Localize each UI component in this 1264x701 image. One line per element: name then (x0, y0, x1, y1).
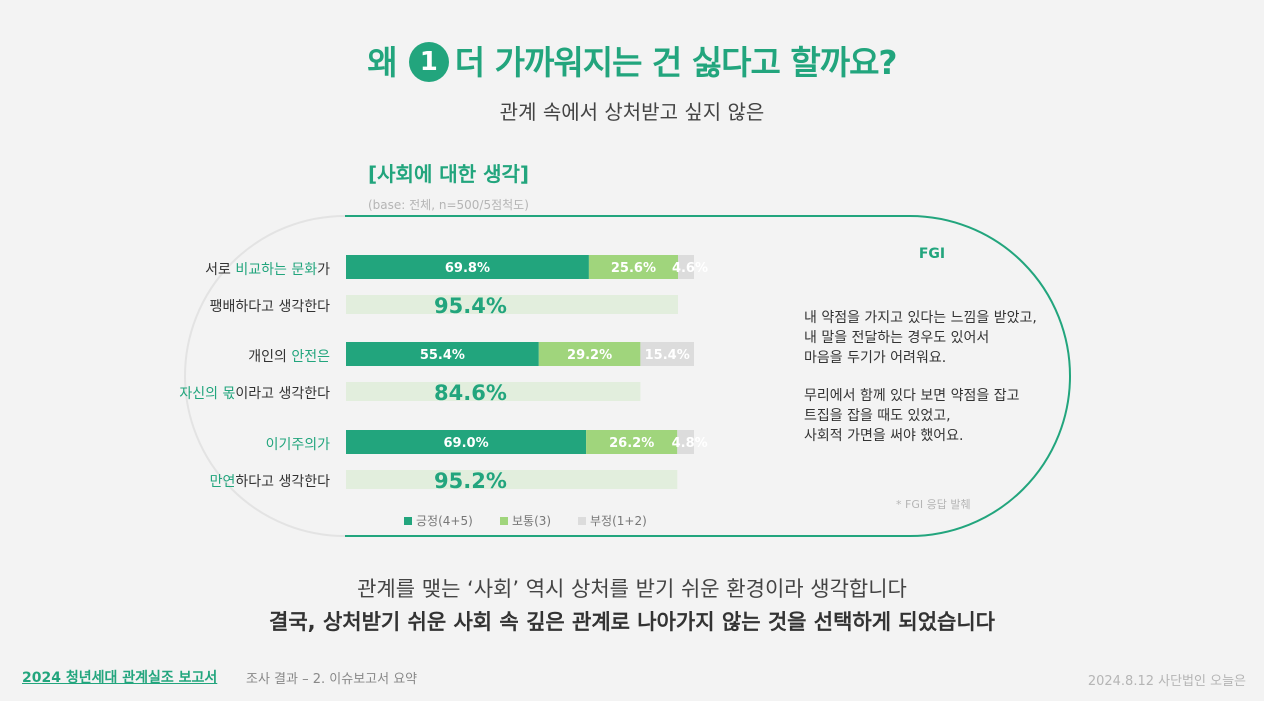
title-number-badge: 1 (408, 42, 449, 82)
row-label-segment: 이라고 생각한다 (235, 386, 330, 402)
row-label-segment: 하다고 생각한다 (235, 474, 330, 490)
bar-1-series-2 (588, 255, 678, 279)
row-label-1-line-1: 서로 비교하는 문화가 (0, 259, 330, 279)
row-label-segment: 개인의 (248, 349, 292, 365)
row-label-1-line-2: 팽배하다고 생각한다 (0, 296, 330, 316)
total-bar-2 (346, 382, 641, 401)
footer-report-title[interactable]: 2024 청년세대 관계실조 보고서 (22, 670, 218, 686)
row-label-segment: 이기주의가 (265, 437, 330, 453)
bar-label-3-series-1: 69.0% (444, 436, 489, 451)
bar-label-3-series-3: 4.8% (672, 436, 708, 451)
conclusion-line-2: 결국, 상처받기 쉬운 사회 속 깊은 관계로 나아가지 않는 것을 선택하게 … (269, 610, 995, 634)
bar-label-3-series-2: 26.2% (609, 436, 654, 451)
legend-item-2: 보통(3) (500, 512, 551, 529)
bar-label-2-series-1: 55.4% (420, 348, 465, 363)
bar-label-1-series-1: 69.8% (445, 261, 490, 276)
section-base-note: (base: 전체, n=500/5점척도) (368, 198, 529, 212)
fgi-title: FGI (918, 246, 946, 262)
bar-1-series-3 (677, 255, 694, 279)
fgi-quote-1: 내 약점을 가지고 있다는 느낌을 받았고, 내 말을 전달하는 경우도 있어서… (804, 310, 1037, 366)
bar-2-series-3 (640, 342, 694, 366)
title-prefix: 왜 (367, 43, 397, 82)
title-text: 더 가까워지는 건 싫다고 할까요? (454, 43, 898, 82)
bar-label-2-series-2: 29.2% (567, 348, 612, 363)
bar-2-series-1 (346, 342, 539, 366)
row-label-segment: 만연 (209, 474, 236, 490)
total-label-1: 95.4% (434, 294, 507, 318)
bar-3-series-3 (677, 430, 694, 454)
row-label-segment: 자신의 몫 (179, 386, 236, 402)
footer-section: 조사 결과 – 2. 이슈보고서 요약 (246, 672, 418, 687)
row-label-3-line-2: 만연하다고 생각한다 (0, 471, 330, 491)
row-label-segment: 안전은 (291, 349, 330, 365)
row-label-2-line-1: 개인의 안전은 (0, 346, 330, 366)
row-label-3-line-1: 이기주의가 (0, 434, 330, 454)
legend-label: 부정(1+2) (590, 514, 647, 528)
row-label-2-line-2: 자신의 몫이라고 생각한다 (0, 383, 330, 403)
bar-label-1-series-3: 4.6% (672, 261, 708, 276)
total-bar-1 (346, 295, 678, 314)
bar-label-2-series-3: 15.4% (645, 348, 690, 363)
row-label-segment: 팽배하다고 생각한다 (209, 299, 330, 315)
row-label-segment: 비교하는 문화 (235, 262, 318, 278)
legend-swatch (578, 517, 586, 525)
page-subtitle: 관계 속에서 상처받고 싶지 않은 (499, 100, 765, 124)
bar-3-series-2 (586, 430, 678, 454)
fgi-quote-2: 무리에서 함께 있다 보면 약점을 잡고 트집을 잡을 때도 있었고, 사회적 … (804, 388, 1020, 444)
legend-swatch (404, 517, 412, 525)
legend-item-3: 부정(1+2) (578, 512, 647, 529)
bar-3-series-1 (346, 430, 587, 454)
bar-label-1-series-2: 25.6% (611, 261, 656, 276)
fgi-note: * FGI 응답 발췌 (896, 498, 971, 511)
legend-label: 보통(3) (512, 514, 552, 528)
legend-item-1: 긍정(4+5) (404, 512, 473, 529)
footer-date-org: 2024.8.12 사단법인 오늘은 (1087, 674, 1246, 689)
section-title: [사회에 대한 생각] (368, 162, 530, 186)
total-label-2: 84.6% (434, 381, 507, 405)
conclusion-line-1: 관계를 맺는 ‘사회’ 역시 상처를 받기 쉬운 환경이라 생각합니다 (357, 577, 907, 601)
legend-swatch (500, 517, 508, 525)
legend-label: 긍정(4+5) (416, 514, 473, 528)
total-label-3: 95.2% (434, 469, 507, 493)
row-label-segment: 서로 (205, 262, 236, 278)
bar-2-series-2 (538, 342, 641, 366)
bar-1-series-1 (346, 255, 589, 279)
row-label-segment: 가 (317, 262, 330, 278)
total-bar-3 (346, 470, 678, 489)
